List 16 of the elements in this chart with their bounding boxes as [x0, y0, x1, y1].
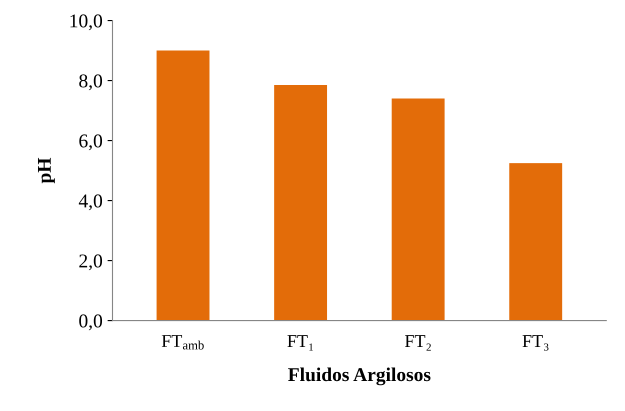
y-tick-label: 8,0: [79, 74, 102, 90]
x-tick-label: FT₃: [522, 335, 548, 351]
y-axis-title: pH: [38, 158, 55, 184]
x-axis-title: Fluidos Argilosos: [288, 368, 430, 386]
bar: [274, 85, 328, 321]
x-tick-label: FT₂: [404, 335, 431, 351]
y-tick-label: 6,0: [79, 134, 102, 150]
x-tick-label: FT$_{amb}$: [162, 335, 204, 350]
y-tick-label: 10,0: [70, 14, 102, 30]
bar: [156, 50, 210, 321]
x-tick-label: FT₁: [287, 335, 314, 351]
y-tick-label: 4,0: [78, 194, 102, 210]
bar: [509, 163, 562, 321]
y-tick-label: 2,0: [79, 254, 102, 270]
bar: [392, 98, 445, 321]
y-tick-label: 0,0: [79, 314, 102, 330]
